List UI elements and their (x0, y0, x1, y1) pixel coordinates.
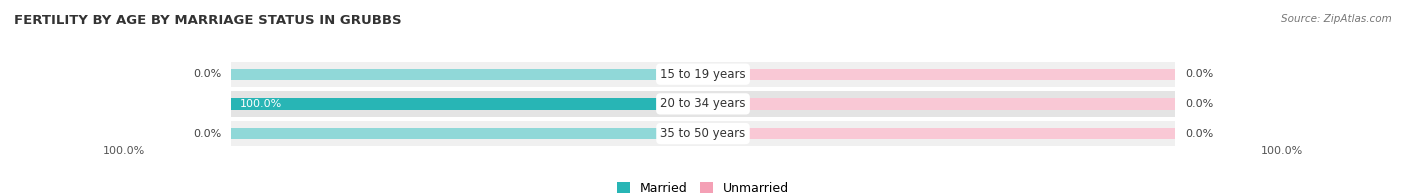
Bar (231, 121, 1175, 146)
Bar (231, 128, 703, 139)
Legend: Married, Unmarried: Married, Unmarried (614, 180, 792, 196)
Bar (231, 69, 703, 80)
Text: 100.0%: 100.0% (103, 146, 145, 156)
Text: 0.0%: 0.0% (193, 129, 221, 139)
Text: 20 to 34 years: 20 to 34 years (661, 97, 745, 110)
Bar (231, 62, 1175, 87)
Text: FERTILITY BY AGE BY MARRIAGE STATUS IN GRUBBS: FERTILITY BY AGE BY MARRIAGE STATUS IN G… (14, 14, 402, 27)
Text: 0.0%: 0.0% (1185, 129, 1213, 139)
Text: 35 to 50 years: 35 to 50 years (661, 127, 745, 140)
Bar (231, 98, 703, 110)
Text: 100.0%: 100.0% (1261, 146, 1303, 156)
Text: Source: ZipAtlas.com: Source: ZipAtlas.com (1281, 14, 1392, 24)
Bar (231, 91, 1175, 116)
Bar (703, 128, 1175, 139)
Bar (703, 69, 1175, 80)
Bar (231, 98, 703, 110)
Text: 15 to 19 years: 15 to 19 years (661, 68, 745, 81)
Text: 0.0%: 0.0% (193, 69, 221, 79)
Bar (703, 98, 1175, 110)
Text: 0.0%: 0.0% (1185, 69, 1213, 79)
Text: 100.0%: 100.0% (240, 99, 283, 109)
Text: 0.0%: 0.0% (1185, 99, 1213, 109)
